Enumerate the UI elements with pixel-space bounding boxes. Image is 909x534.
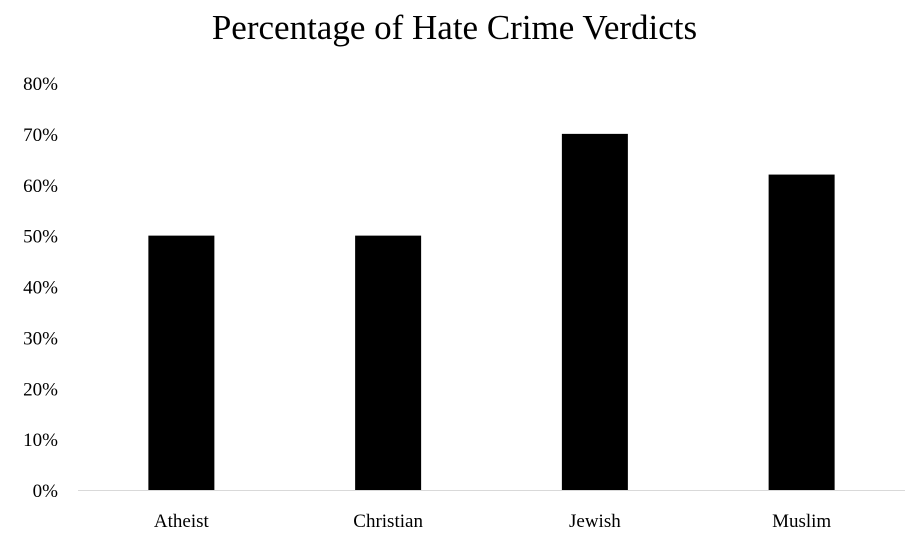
x-category-label: Muslim: [772, 511, 831, 532]
x-category-label: Jewish: [569, 511, 621, 532]
y-tick-label: 50%: [23, 227, 58, 248]
y-tick-label: 60%: [23, 176, 58, 197]
bar-muslim: [768, 174, 835, 490]
bar-jewish: [561, 133, 628, 490]
x-category-label: Christian: [353, 511, 423, 532]
y-tick-label: 20%: [23, 379, 58, 400]
y-tick-label: 80%: [23, 74, 58, 95]
y-tick-label: 70%: [23, 125, 58, 146]
y-tick-label: 30%: [23, 328, 58, 349]
y-tick-label: 40%: [23, 278, 58, 299]
y-axis-tick-labels: 0% 10% 20% 30% 40% 50% 60% 70% 80%: [23, 74, 58, 502]
bar-christian: [355, 235, 422, 490]
bar-atheist: [148, 235, 215, 490]
x-axis-category-labels: Atheist Christian Jewish Muslim: [154, 511, 831, 532]
chart-title: Percentage of Hate Crime Verdicts: [211, 8, 698, 47]
bars: [148, 133, 835, 490]
x-category-label: Atheist: [154, 511, 210, 532]
y-tick-label: 10%: [23, 430, 58, 451]
y-tick-label: 0%: [33, 481, 59, 502]
